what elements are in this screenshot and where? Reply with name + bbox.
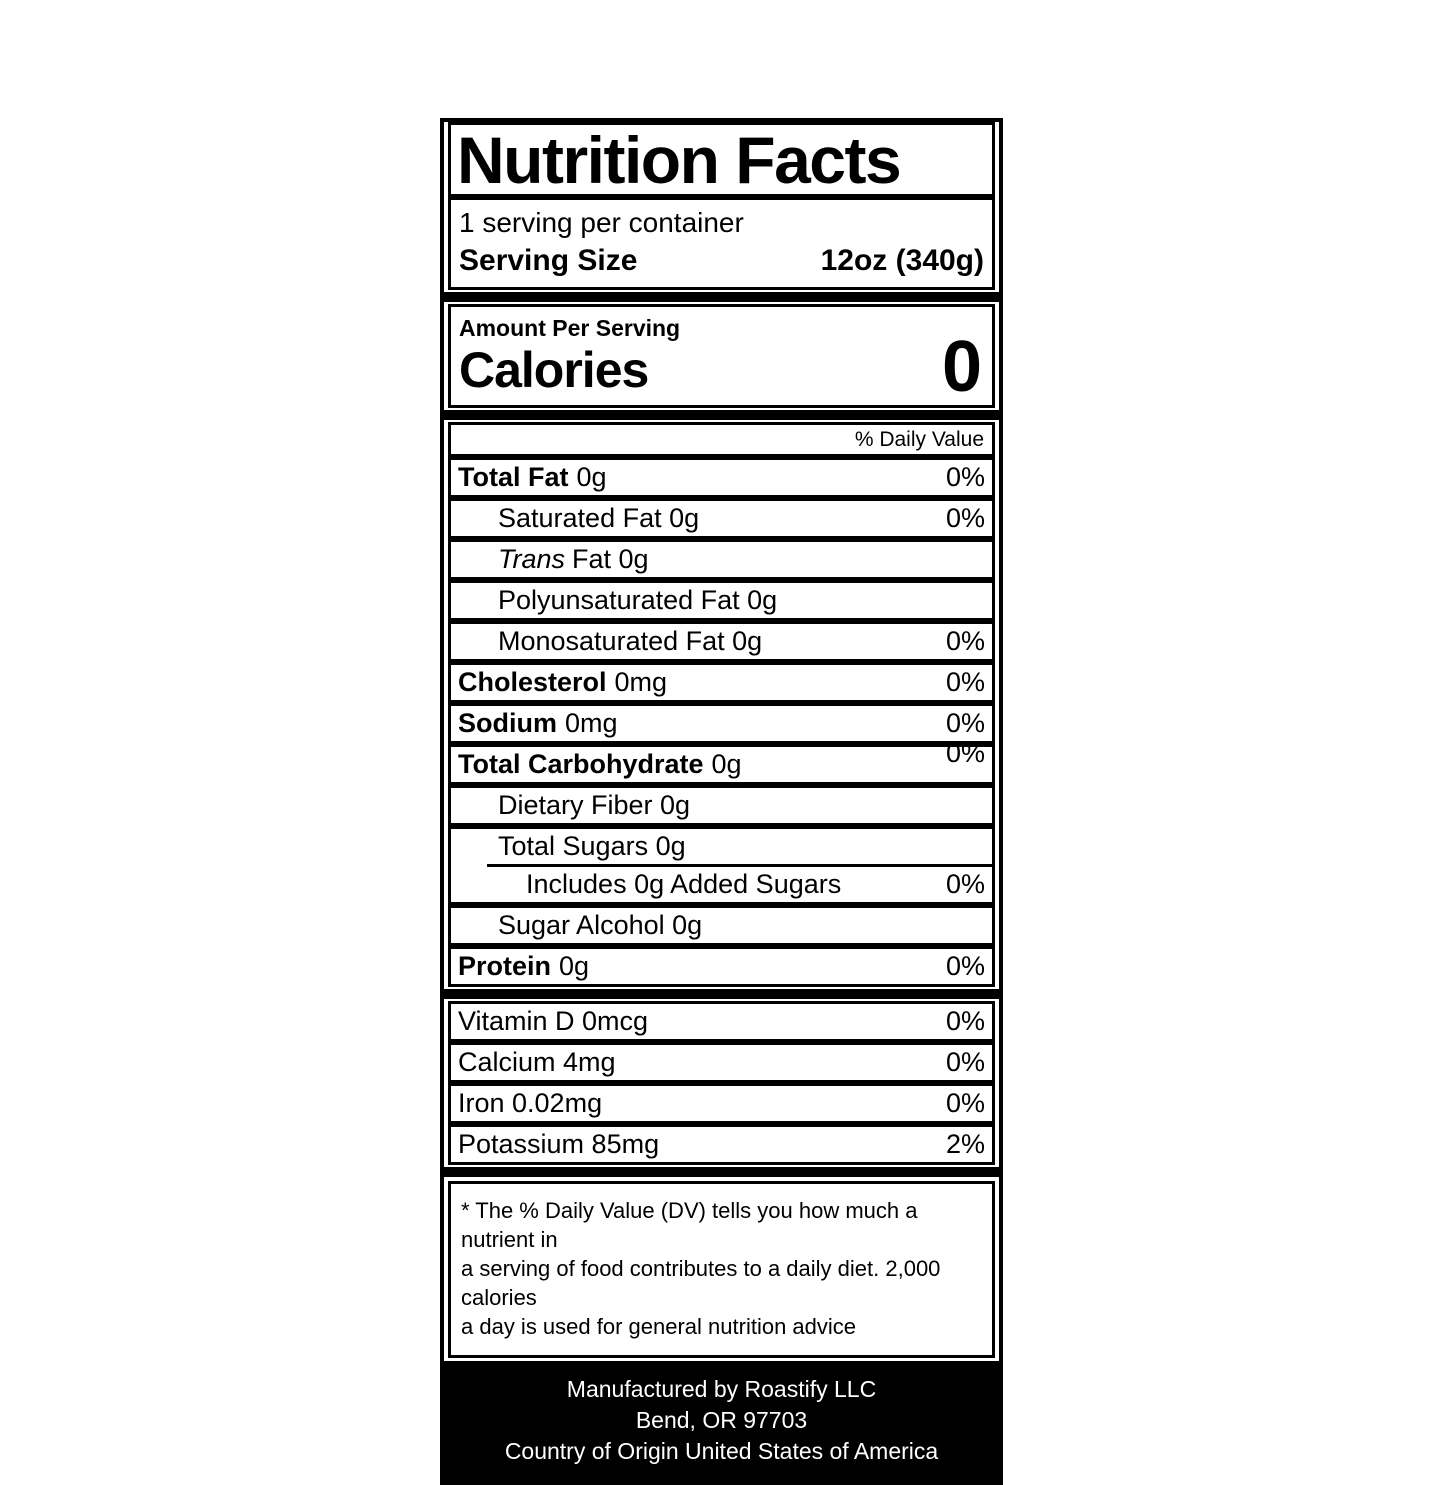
thick-divider — [444, 410, 999, 420]
row-dietary-fiber: Dietary Fiber 0g — [448, 785, 995, 826]
address-line: Bend, OR 97703 — [635, 1407, 808, 1433]
nutrient-name: Total Carbohydrate — [458, 749, 704, 779]
nutrient-dv: 0% — [945, 708, 985, 738]
row-vitamin-d: Vitamin D 0mcg 0% — [448, 1001, 995, 1042]
calories-value: 0 — [941, 327, 982, 407]
nutrient-dv: 2% — [945, 1129, 985, 1159]
nutrient-dv: 0% — [945, 667, 985, 697]
country-of-origin-line: Country of Origin United States of Ameri… — [504, 1438, 939, 1464]
nutrient-dv: 0% — [945, 738, 985, 768]
nutrient-name: Iron 0.02mg — [458, 1088, 603, 1118]
nutrient-name: Includes 0g Added Sugars — [526, 869, 842, 899]
nutrient-name: Dietary Fiber 0g — [498, 790, 691, 820]
row-monosaturated-fat: Monosaturated Fat 0g 0% — [448, 621, 995, 662]
nutrient-name: Trans — [498, 544, 566, 574]
nutrient-amount: 0g — [559, 951, 590, 981]
nutrient-amount: Fat 0g — [572, 544, 649, 574]
sugars-inner-divider — [487, 864, 992, 867]
servings-per-container: 1 serving per container — [459, 207, 744, 238]
row-added-sugars: Includes 0g Added Sugars 0% — [451, 867, 992, 902]
daily-value-footnote: * The % Daily Value (DV) tells you how m… — [448, 1181, 995, 1358]
nutrient-amount: 0mg — [565, 708, 618, 738]
manufacturer-line: Manufactured by Roastify LLC — [566, 1376, 877, 1402]
row-cholesterol: Cholesterol 0mg 0% — [448, 662, 995, 703]
row-total-fat: Total Fat 0g 0% — [448, 457, 995, 498]
row-total-carbohydrate: Total Carbohydrate 0g 0% — [448, 738, 995, 785]
footnote-line: a day is used for general nutrition advi… — [461, 1314, 857, 1339]
nutrient-name: Sodium — [458, 708, 557, 738]
amount-per-serving-label: Amount Per Serving — [459, 315, 681, 341]
row-potassium: Potassium 85mg 2% — [448, 1124, 995, 1165]
nutrient-amount: 0g — [576, 462, 607, 492]
nutrient-name: Sugar Alcohol 0g — [498, 910, 703, 940]
nutrient-dv: 0% — [945, 869, 985, 899]
row-total-sugars-group: Total Sugars 0g Includes 0g Added Sugars… — [448, 826, 995, 905]
footnote-line: a serving of food contributes to a daily… — [461, 1256, 941, 1310]
row-calcium: Calcium 4mg 0% — [448, 1042, 995, 1083]
nutrient-dv: 0% — [945, 1047, 985, 1077]
thick-divider — [444, 1167, 999, 1177]
nutrient-dv: 0% — [945, 951, 985, 981]
nutrient-amount: 0mg — [614, 667, 668, 697]
nutrient-dv: 0% — [945, 462, 985, 492]
row-total-sugars: Total Sugars 0g — [451, 829, 992, 864]
serving-size-value: 12oz (340g) — [820, 244, 984, 277]
thick-divider — [444, 989, 999, 999]
row-polyunsaturated-fat: Polyunsaturated Fat 0g — [448, 580, 995, 621]
row-protein: Protein 0g 0% — [448, 946, 995, 987]
calories-box: Amount Per Serving Calories 0 — [448, 304, 995, 408]
row-sodium: Sodium 0mg 0% — [448, 703, 995, 744]
nutrient-name: Protein — [458, 951, 552, 981]
nutrient-name: Vitamin D 0mcg — [458, 1006, 649, 1036]
serving-size-label: Serving Size — [459, 244, 638, 277]
serving-size-row: Serving Size 12oz (340g) — [459, 241, 984, 281]
nutrient-name: Monosaturated Fat 0g — [498, 626, 763, 656]
nutrient-name: Potassium 85mg — [458, 1129, 660, 1159]
thick-divider — [444, 292, 999, 302]
row-trans-fat: Trans Fat 0g — [448, 539, 995, 580]
row-sugar-alcohol: Sugar Alcohol 0g — [448, 905, 995, 946]
calories-label: Calories — [459, 342, 649, 398]
nutrient-name: Total Fat — [458, 462, 569, 492]
nutrient-dv: 0% — [945, 1088, 985, 1118]
nutrient-name: Polyunsaturated Fat 0g — [498, 585, 778, 615]
label-title: Nutrition Facts — [448, 122, 995, 197]
nutrient-dv: 0% — [945, 626, 985, 656]
page-background: { "label": { "title": "Nutrition Facts",… — [440, 118, 1003, 1485]
nutrient-dv: 0% — [945, 503, 985, 533]
nutrition-facts-label: Nutrition Facts 1 serving per container … — [440, 118, 1003, 1485]
row-saturated-fat: Saturated Fat 0g 0% — [448, 498, 995, 539]
serving-info-box: 1 serving per container Serving Size 12o… — [448, 197, 995, 290]
nutrient-dv: 0% — [945, 1006, 985, 1036]
nutrient-amount: 0g — [711, 749, 742, 779]
nutrient-name: Cholesterol — [458, 667, 607, 697]
nutrient-name: Total Sugars 0g — [498, 831, 686, 861]
manufacturer-footer: Manufactured by Roastify LLC Bend, OR 97… — [444, 1361, 999, 1481]
nutrient-name: Calcium 4mg — [458, 1047, 616, 1077]
nutrient-name: Saturated Fat 0g — [498, 503, 700, 533]
footnote-line: * The % Daily Value (DV) tells you how m… — [461, 1198, 918, 1252]
daily-value-header: % Daily Value — [448, 422, 995, 457]
row-iron: Iron 0.02mg 0% — [448, 1083, 995, 1124]
